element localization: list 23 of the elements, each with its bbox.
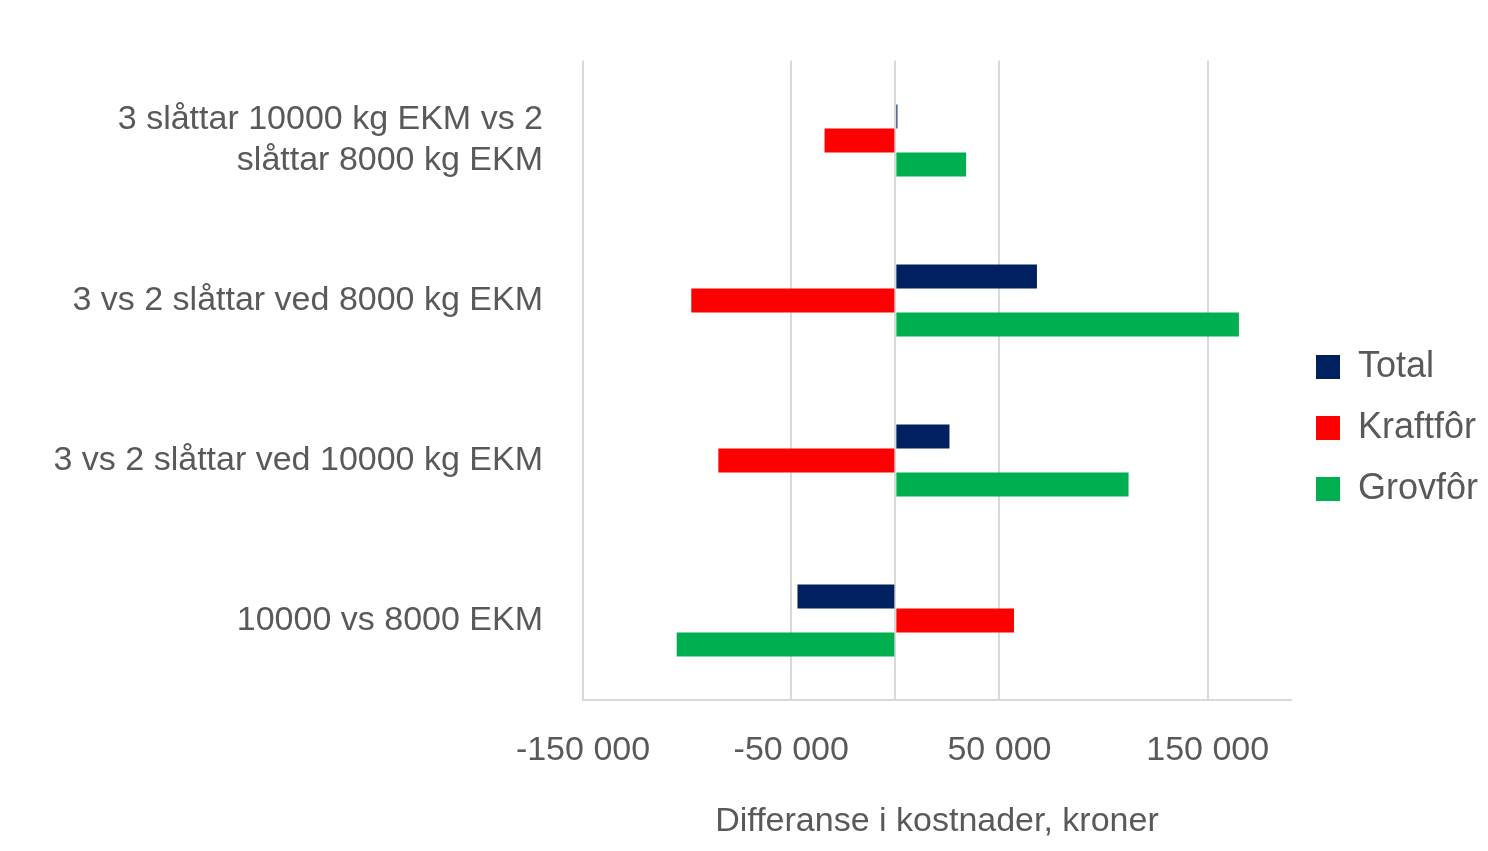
x-tick-label: -150 000: [515, 729, 651, 768]
bar: [676, 632, 895, 657]
y-tick-label: 10000 vs 8000 EKM: [236, 598, 543, 637]
legend-label: Total: [1357, 343, 1435, 385]
bar: [896, 608, 1015, 633]
bar: [718, 448, 895, 473]
bar: [896, 152, 967, 177]
bar: [896, 424, 950, 449]
y-tick-label: 3 slåttar 10000 kg EKM vs 2 slåttar 8000 kg EKM: [117, 98, 543, 178]
x-tick-label: 150 000: [1146, 729, 1270, 768]
x-tick-label: 50 000: [947, 729, 1052, 768]
bar: [824, 128, 895, 153]
x-tick-label: -50 000: [733, 729, 849, 768]
y-tick-label: 3 vs 2 slåttar ved 10000 kg EKM: [53, 438, 543, 477]
legend-label: Grovfôr: [1357, 465, 1479, 507]
legend-label: Kraftfôr: [1357, 404, 1477, 446]
bar: [896, 264, 1037, 289]
x-axis-title: Differanse i kostnader, kroner: [715, 799, 1159, 838]
bar: [896, 472, 1129, 497]
bar: [896, 312, 1239, 337]
y-tick-label: 3 vs 2 slåttar ved 8000 kg EKM: [72, 278, 543, 317]
bar: [691, 288, 895, 313]
bar: [797, 584, 895, 609]
